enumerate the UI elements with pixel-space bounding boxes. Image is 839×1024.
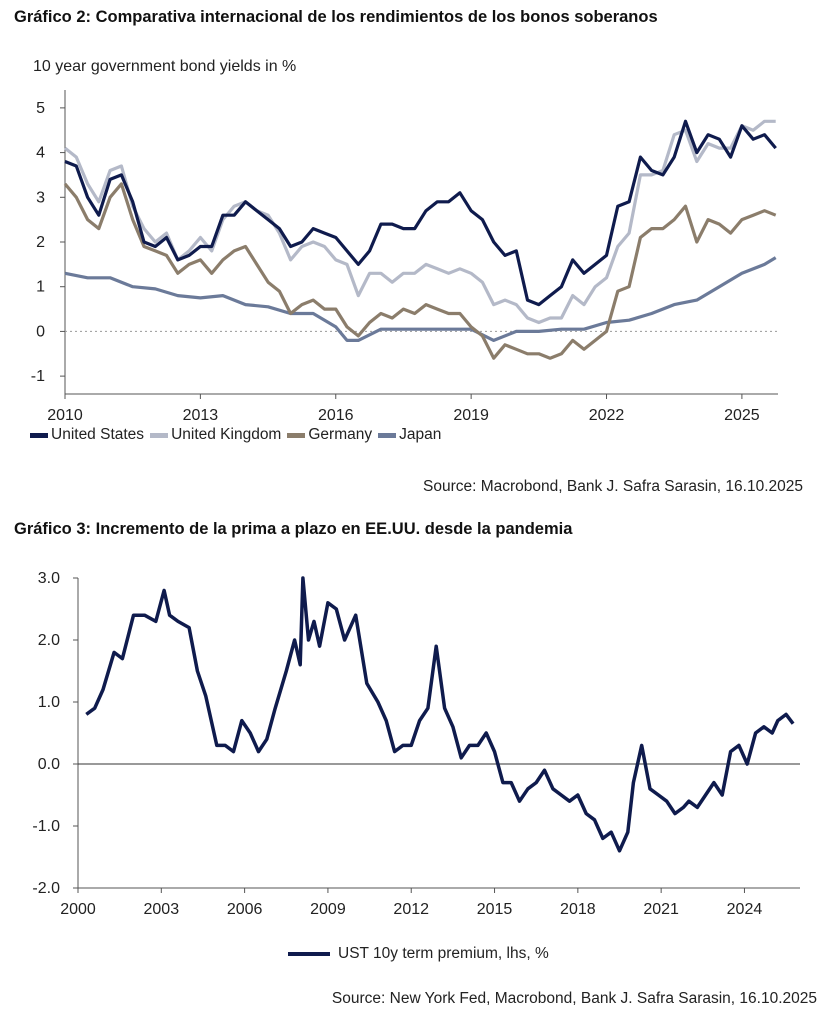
chart2-subtitle: 10 year government bond yields in % [33, 58, 297, 75]
chart3-title: Gráfico 3: Incremento de la prima a plaz… [14, 520, 573, 538]
legend-swatch [150, 432, 169, 438]
series-line-japan [64, 256, 777, 342]
legend-label: Japan [399, 426, 442, 443]
x-tick-label: 2015 [477, 901, 513, 918]
chart3-source: Source: New York Fed, Macrobond, Bank J.… [331, 990, 817, 1007]
x-tick-label: 2016 [318, 407, 354, 424]
y-tick-label: -1.0 [32, 818, 60, 835]
y-tick-label: 4 [36, 145, 45, 162]
x-tick-label: 2024 [727, 901, 763, 918]
y-tick-label: 5 [36, 100, 45, 117]
y-tick-label: -2.0 [32, 880, 60, 897]
x-tick-label: 2025 [724, 407, 760, 424]
x-tick-label: 2013 [183, 407, 219, 424]
chart2-plot: -1 0 1 2 3 4 5 2010 2013 2016 2019 2022 2025 [31, 90, 778, 424]
x-tick-label: 2019 [453, 407, 489, 424]
y-tick-label: 3 [36, 189, 45, 206]
x-tick-label: 2009 [310, 901, 346, 918]
legend-item: Germany [287, 426, 372, 444]
chart2-legend: United States United Kingdom Germany Japan [30, 426, 447, 444]
legend-swatch [378, 432, 397, 438]
x-tick-label: 2021 [643, 901, 679, 918]
legend-label: UST 10y term premium, lhs, % [338, 945, 549, 962]
y-tick-label: -1 [31, 368, 45, 385]
legend-label: Germany [308, 426, 373, 443]
legend-label: United States [51, 426, 145, 443]
x-tick-label: 2022 [589, 407, 625, 424]
x-tick-label: 2000 [60, 901, 96, 918]
series-line-germany [63, 182, 777, 360]
legend-item: United Kingdom [150, 426, 281, 444]
x-tick-label: 2018 [560, 901, 596, 918]
y-tick-label: 0.0 [38, 756, 60, 773]
legend-label: United Kingdom [171, 426, 282, 443]
chart3-plot: -2.0 -1.0 0.0 1.0 2.0 3.0 2000 2003 2006 2009 2012… [32, 570, 800, 918]
legend-item: United States [30, 426, 144, 444]
y-tick-label: 2 [36, 234, 45, 251]
y-tick-label: 3.0 [38, 570, 60, 587]
legend-swatch [288, 952, 330, 956]
x-tick-label: 2010 [47, 407, 83, 424]
legend-swatch [30, 432, 48, 438]
x-tick-label: 2003 [144, 901, 180, 918]
x-tick-label: 2006 [227, 901, 263, 918]
y-tick-label: 1 [36, 279, 45, 296]
chart2-source: Source: Macrobond, Bank J. Safra Sarasin… [423, 478, 803, 495]
legend-item: Japan [378, 426, 441, 444]
y-tick-label: 0 [36, 323, 45, 340]
legend-item: UST 10y term premium, lhs, % [288, 945, 549, 963]
series-line-united-states [64, 119, 777, 307]
series-line-ust-10y-term-premium-lhs [85, 576, 795, 853]
y-tick-label: 2.0 [38, 632, 60, 649]
chart2-title: Gráfico 2: Comparativa internacional de … [14, 8, 658, 26]
x-tick-label: 2012 [393, 901, 429, 918]
y-tick-label: 1.0 [38, 694, 60, 711]
chart3-legend: UST 10y term premium, lhs, % [288, 945, 555, 963]
legend-swatch [287, 432, 306, 438]
